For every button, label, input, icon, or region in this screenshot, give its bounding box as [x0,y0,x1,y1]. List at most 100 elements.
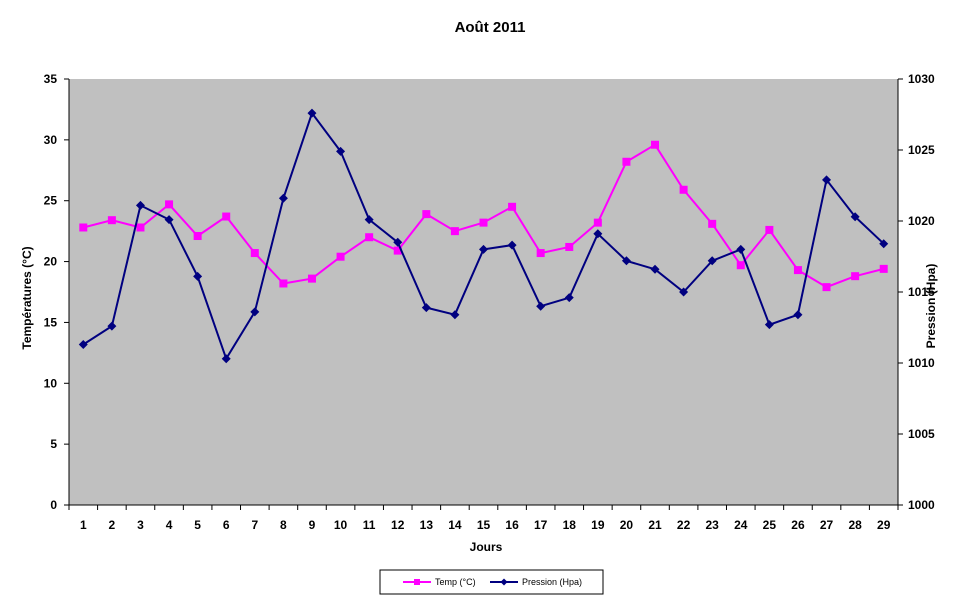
data-point [307,108,317,118]
x-tick-label: 10 [334,518,348,532]
legend-item: Pression (Hpa) [490,577,582,587]
plot-area [69,79,898,505]
data-point [764,320,774,330]
data-point [250,249,259,258]
data-point [621,256,631,266]
data-point [364,215,374,225]
x-tick-label: 14 [448,518,462,532]
x-tick-label: 8 [280,518,287,532]
legend-marker [500,578,508,586]
left-tick-label: 10 [44,376,58,390]
data-point [78,340,88,350]
left-tick-label: 35 [44,72,58,86]
data-point [393,237,403,247]
data-point [479,218,488,227]
data-point [165,200,174,209]
x-tick-label: 16 [505,518,519,532]
series-layer [78,108,889,364]
data-point [708,219,717,228]
x-tick-label: 2 [109,518,116,532]
x-tick-label: 29 [877,518,891,532]
data-point [593,218,602,227]
right-tick-label: 1010 [908,356,935,370]
x-axis-ticks: 1 2 3 4 5 6 7 8 9 10 11 12 13 14 15 16 17 18 19 20 21 22 23 24 2… [68,505,899,532]
right-tick-label: 1005 [908,427,935,441]
data-point [278,193,288,203]
x-tick-label: 5 [194,518,201,532]
data-point [536,249,545,258]
left-tick-label: 25 [44,194,58,208]
data-point [822,175,832,185]
data-point [765,225,774,234]
legend-label: Pression (Hpa) [522,577,582,587]
left-axis-ticks: 0 5 10 15 20 25 30 35 [44,72,69,512]
data-point [564,293,574,303]
data-point [250,307,260,317]
x-tick-label: 27 [820,518,834,532]
data-point [193,232,202,241]
data-point [79,223,88,232]
x-tick-label: 4 [166,518,173,532]
x-tick-label: 15 [477,518,491,532]
data-point [422,210,431,219]
right-tick-label: 1020 [908,214,935,228]
data-point [222,212,231,221]
x-axis-title: Jours [470,540,503,554]
x-tick-label: 7 [251,518,258,532]
data-point [307,274,316,283]
data-point [336,252,345,261]
legend-marker [414,579,420,585]
data-point [279,279,288,288]
series-temperature [79,140,888,292]
x-tick-label: 28 [848,518,862,532]
data-point [565,242,574,251]
x-tick-label: 6 [223,518,230,532]
data-point [851,272,860,281]
data-point [850,212,860,222]
left-tick-label: 0 [50,498,57,512]
data-point [365,233,374,242]
data-point [679,287,689,297]
left-tick-label: 20 [44,255,58,269]
data-point [107,216,116,225]
x-tick-label: 23 [706,518,720,532]
data-point [479,244,488,254]
data-point [736,261,745,270]
data-point [336,146,346,156]
x-tick-label: 18 [563,518,577,532]
data-point [793,266,802,275]
data-point [508,202,517,211]
left-axis-title: Températures (°C) [20,246,34,349]
data-point [135,200,145,210]
data-point [164,215,174,225]
data-point [221,354,231,364]
right-tick-label: 1015 [908,285,935,299]
legend-item: Temp (°C) [403,577,476,587]
x-tick-label: 11 [363,518,376,532]
x-tick-label: 17 [534,518,548,532]
chart-title: Août 2011 [455,19,526,36]
data-point [593,229,603,239]
data-point [650,264,660,274]
right-axis-title: Pression (Hpa) [924,264,938,349]
data-point [822,283,831,292]
x-tick-label: 1 [80,518,87,532]
x-tick-label: 24 [734,518,748,532]
data-point [450,310,460,320]
data-point [421,303,431,313]
data-point [679,185,688,194]
x-tick-label: 20 [620,518,634,532]
x-tick-label: 25 [763,518,777,532]
data-point [879,239,889,249]
data-point [622,157,631,166]
data-point [651,140,660,149]
data-point [193,271,203,281]
x-tick-label: 26 [791,518,805,532]
data-point [136,223,145,232]
data-point [450,227,459,236]
right-tick-label: 1025 [908,143,935,157]
legend-label: Temp (°C) [435,577,476,587]
x-tick-label: 13 [420,518,434,532]
left-tick-label: 15 [44,315,58,329]
legend: Temp (°C) Pression (Hpa) [379,569,604,595]
